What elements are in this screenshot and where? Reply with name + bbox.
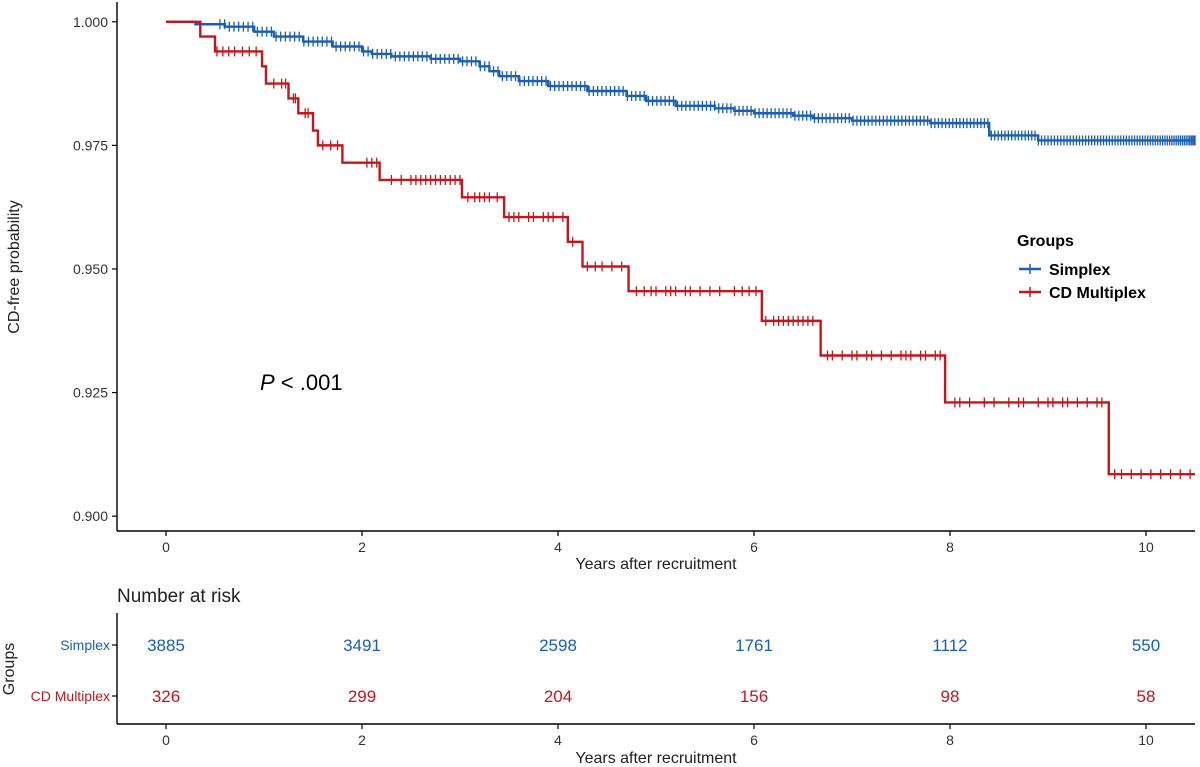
survival-curve (166, 20, 1195, 476)
x-axis-ticks: 0 2 4 6 8 10 (162, 531, 1154, 555)
p-value-annotation: P < .001 (260, 370, 343, 395)
legend-items: Simplex CD Multiplex (1019, 262, 1146, 302)
risk-x-tick-label: 4 (554, 732, 562, 748)
legend-label: CD Multiplex (1049, 285, 1146, 302)
survival-curves (166, 19, 1196, 480)
risk-x-tick-label: 10 (1138, 732, 1154, 748)
censor-marks (219, 19, 1196, 146)
legend: Groups Simplex CD Multiplex (1017, 233, 1146, 302)
risk-x-tick-label: 6 (750, 732, 758, 748)
risk-x-tick-label: 8 (946, 732, 954, 748)
risk-row-label: Simplex (60, 637, 110, 653)
risk-count: 2598 (539, 636, 577, 655)
risk-row-cd-multiplex: CD Multiplex 326 299 204 156 98 58 (31, 687, 1156, 706)
x-tick-label: 0 (162, 539, 170, 555)
y-tick-label: 1.000 (73, 14, 108, 30)
risk-count: 326 (152, 687, 180, 706)
risk-table-rows: Simplex 3885 3491 2598 1761 1112 550 CD Multipl… (31, 636, 1161, 706)
y-tick-label: 0.900 (73, 508, 108, 524)
censor-marks (216, 46, 1191, 480)
risk-count: 550 (1132, 636, 1160, 655)
x-tick-label: 8 (946, 539, 954, 555)
legend-title: Groups (1017, 233, 1074, 250)
y-tick-label: 0.950 (73, 261, 108, 277)
legend-label: Simplex (1049, 262, 1110, 279)
risk-row-label: CD Multiplex (31, 688, 110, 704)
legend-item-cd-multiplex: CD Multiplex (1019, 285, 1146, 302)
risk-count: 204 (544, 687, 572, 706)
x-tick-label: 10 (1138, 539, 1154, 555)
risk-count: 98 (941, 687, 960, 706)
series-cd-multiplex (166, 20, 1195, 480)
risk-table-y-title: Groups (1, 643, 18, 695)
y-tick-label: 0.975 (73, 137, 108, 153)
risk-table-x-title: Years after recruitment (575, 750, 737, 767)
x-tick-label: 6 (750, 539, 758, 555)
risk-count: 3491 (343, 636, 381, 655)
risk-table-x-ticks: 0 2 4 6 8 10 (162, 724, 1154, 748)
risk-table: Number at risk 0 2 4 6 8 10 Simplex 3885 3491 25… (1, 586, 1195, 767)
risk-x-tick-label: 2 (358, 732, 366, 748)
y-tick-label: 0.925 (73, 385, 108, 401)
risk-count: 299 (348, 687, 376, 706)
risk-count: 58 (1137, 687, 1156, 706)
x-tick-label: 4 (554, 539, 562, 555)
y-axis-ticks: 0.900 0.925 0.950 0.975 1.000 (73, 14, 117, 524)
x-axis-title: Years after recruitment (575, 556, 737, 573)
legend-item-simplex: Simplex (1019, 262, 1110, 279)
survival-curve (166, 20, 1195, 142)
risk-count: 1112 (932, 636, 967, 655)
risk-count: 3885 (147, 636, 185, 655)
risk-table-title: Number at risk (117, 586, 241, 607)
y-axis-title: CD-free probability (6, 200, 23, 333)
risk-count: 156 (740, 687, 768, 706)
risk-count: 1761 (735, 636, 773, 655)
survival-plot: 0 2 4 6 8 10 0.900 0.925 0.950 0.975 1.000 Years … (6, 2, 1196, 573)
risk-x-tick-label: 0 (162, 732, 170, 748)
series-simplex (166, 19, 1196, 146)
x-tick-label: 2 (358, 539, 366, 555)
risk-row-simplex: Simplex 3885 3491 2598 1761 1112 550 (60, 636, 1160, 655)
